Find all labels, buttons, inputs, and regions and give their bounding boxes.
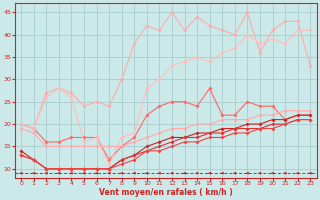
X-axis label: Vent moyen/en rafales ( km/h ): Vent moyen/en rafales ( km/h )	[99, 188, 233, 197]
